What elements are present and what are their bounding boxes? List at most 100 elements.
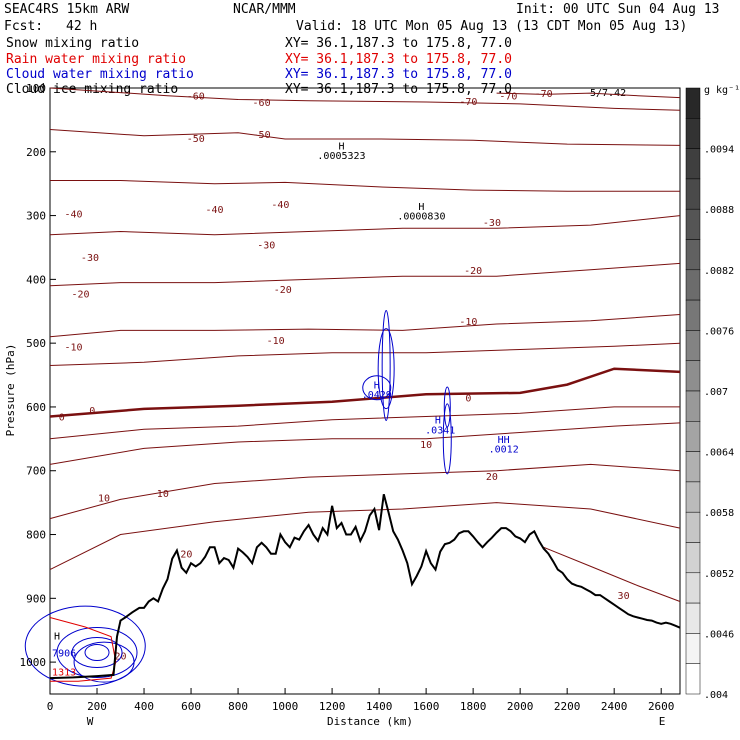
x-tick-label-9: 1800 (460, 700, 487, 713)
contour-label-3: -70 (499, 92, 517, 103)
contour-label-10: -30 (81, 253, 99, 264)
cloud-contour-1 (377, 328, 395, 410)
colorbar-label-9: .004 (704, 690, 728, 701)
field-cloud-xy: XY= 36.1,187.3 to 175.8, 77.0 (285, 67, 512, 82)
contour-label-25: 20 (180, 550, 192, 561)
colorbar-swatch-5 (685, 239, 701, 271)
cloud-contour-7 (84, 644, 110, 662)
x-tick-label-13: 2600 (648, 700, 675, 713)
contour-label-5: -50 (187, 134, 205, 145)
colorbar-swatch-0 (685, 87, 701, 119)
endpoint-west: W (87, 715, 94, 728)
colorbar-label-8: .0046 (704, 629, 734, 640)
contour-line-5 (49, 262, 681, 287)
colorbar-swatch-14 (685, 511, 701, 543)
contour-label-23: 10 (98, 494, 110, 505)
colorbar-label-5: .0064 (704, 448, 734, 459)
contour-label-18: -10 (459, 317, 477, 328)
colorbar-swatch-6 (685, 269, 701, 301)
colorbar-swatch-11 (685, 421, 701, 452)
y-tick-label-0: 200 (26, 146, 46, 159)
contour-label-12: -30 (483, 218, 501, 229)
field-snow-xy: XY= 36.1,187.3 to 175.8, 77.0 (285, 36, 512, 51)
contour-label-22: 10 (420, 440, 432, 451)
contour-label-21: 0 (465, 393, 471, 404)
center-title: NCAR/MMM (233, 2, 296, 17)
x-tick-label-10: 2000 (507, 700, 534, 713)
plot-frame (49, 87, 681, 695)
contour-line-3 (50, 180, 680, 192)
annotation-11: 7906 (52, 649, 76, 660)
colorbar-label-6: .0058 (704, 508, 734, 519)
colorbar-label-3: .0076 (704, 326, 734, 337)
field-ice-xy: XY= 36.1,187.3 to 175.8, 77.0 (285, 82, 512, 97)
contour-label-2: -70 (459, 97, 477, 108)
contour-line-4 (49, 215, 681, 236)
colorbar-swatch-15 (685, 542, 701, 574)
colorbar-label-0: .0094 (704, 145, 734, 156)
annotation-12: 1313 (52, 668, 76, 679)
colorbar-swatch-7 (685, 299, 701, 331)
contour-line-10 (49, 463, 681, 520)
y-tick-label-top: 100 (26, 82, 46, 95)
x-tick-label-7: 1400 (366, 700, 393, 713)
x-axis-ticks: 0 200 400 600 800 1000 1200 1400 1600 1800 2000 220… (47, 688, 675, 713)
cloud-contour-9 (73, 641, 135, 683)
contour-label-0: -60 (187, 92, 205, 103)
annotation-4: H (374, 381, 380, 392)
ice-max-note: 5/7.42 (590, 88, 626, 99)
annotation-7: .0341 (425, 425, 455, 436)
contour-label-9: -40 (271, 200, 289, 211)
contour-label-19: 0 (59, 413, 65, 424)
colorbar-swatch-10 (685, 390, 701, 422)
y-tick-label-3: 500 (26, 337, 46, 350)
annotation-5: .0429 (362, 390, 392, 401)
contour-label-16: -10 (64, 342, 82, 353)
contour-label-24: 10 (157, 489, 169, 500)
max-annotations: H.0005323H.0000830H.0429H.0341HH.0012H79… (52, 141, 519, 678)
contour-line-9 (49, 406, 680, 440)
cloud-contour-5 (56, 627, 138, 679)
y-axis-ticks: 100 200 300 400 500 600 700 800 900 1000 (20, 82, 56, 669)
contour-label-13: -20 (72, 289, 90, 300)
y-tick-label-5: 700 (26, 465, 46, 478)
colorbar-swatch-19 (685, 663, 701, 695)
contour-label-8: -40 (206, 205, 224, 216)
contour-line-7 (49, 342, 681, 366)
x-tick-label-8: 1600 (413, 700, 440, 713)
y-tick-label-8: 1000 (20, 656, 47, 669)
y-tick-label-7: 900 (26, 592, 46, 605)
annotation-1: .0005323 (317, 151, 365, 162)
y-tick-label-6: 800 (26, 529, 46, 542)
contour-line-11 (49, 502, 681, 571)
field-rain-xy: XY= 36.1,187.3 to 175.8, 77.0 (285, 52, 512, 67)
x-tick-label-2: 400 (134, 700, 154, 713)
x-tick-label-0: 0 (47, 700, 54, 713)
x-tick-label-4: 800 (228, 700, 248, 713)
colorbar-label-2: .0082 (704, 266, 734, 277)
colorbar-swatch-2 (685, 148, 701, 180)
annotation-6: H (435, 416, 441, 427)
annotation-9: .0012 (489, 444, 519, 455)
contour-label-1: -60 (253, 98, 271, 109)
contour-line-6 (49, 314, 681, 338)
x-tick-label-3: 600 (181, 700, 201, 713)
contour-label-15: -20 (464, 266, 482, 277)
field-cloud-name: Cloud water mixing ratio (6, 67, 194, 82)
freezing-level-line (49, 367, 681, 418)
temperature-contours (49, 87, 681, 602)
cloud-water-contours (24, 309, 452, 687)
cloud-contour-2 (442, 403, 452, 475)
contour-line-1 (496, 92, 681, 99)
contour-label-11: -30 (257, 240, 275, 251)
contour-line-12 (543, 546, 681, 602)
colorbar-swatch-4 (685, 208, 701, 240)
annotation-3: .0000830 (397, 212, 445, 223)
fcst-value: 42 h (66, 19, 97, 34)
contour-label-17: -10 (267, 336, 285, 347)
init-time: Init: 00 UTC Sun 04 Aug 13 (516, 2, 720, 17)
colorbar-label-1: .0088 (704, 205, 734, 216)
field-snow-name: Snow mixing ratio (6, 36, 139, 51)
colorbar-swatch-17 (685, 602, 701, 634)
cloud-contour-8 (24, 605, 146, 687)
